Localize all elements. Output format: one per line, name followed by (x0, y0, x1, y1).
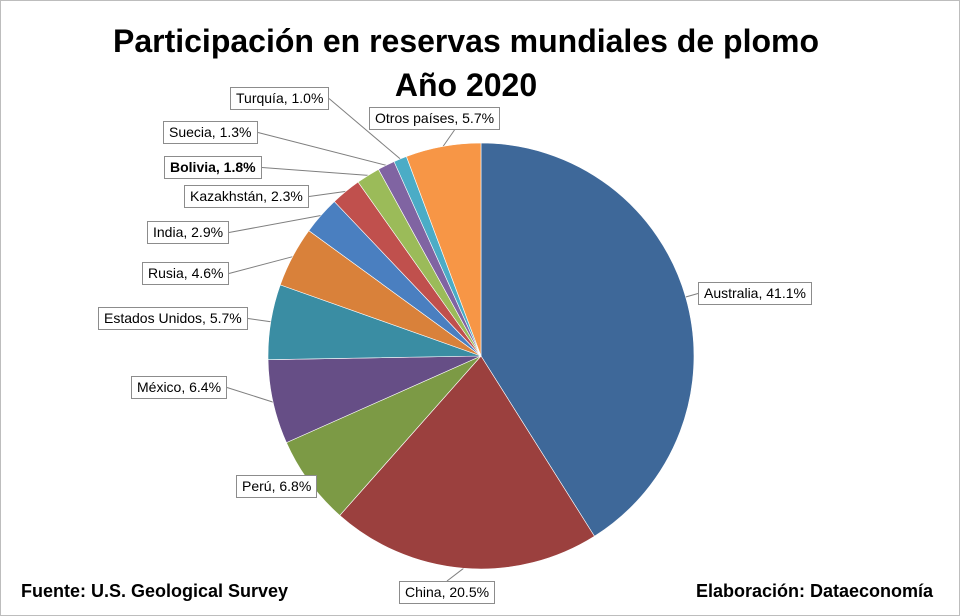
slice-label-rusia: Rusia, 4.6% (142, 262, 230, 285)
slice-label-australia: Australia, 41.1% (698, 282, 812, 305)
chart-title: Participación en reservas mundiales de p… (112, 23, 820, 59)
slice-label-india: India, 2.9% (147, 221, 230, 244)
leader-line (228, 256, 293, 274)
source-note: Fuente: U.S. Geological Survey (21, 581, 289, 601)
leader-line (228, 215, 321, 233)
leader-line (442, 129, 455, 147)
chart-subtitle: Año 2020 (394, 67, 538, 103)
pie-slice-china (339, 355, 595, 570)
slice-label-estados-unidos: Estados Unidos, 5.7% (98, 307, 248, 330)
slice-label-china: China, 20.5% (399, 581, 496, 604)
leader-line (685, 293, 699, 298)
leader-line (247, 318, 271, 323)
slice-label-perú: Perú, 6.8% (236, 475, 318, 498)
slice-label-turquía: Turquía, 1.0% (230, 87, 330, 110)
leader-line (328, 98, 401, 160)
leader-lines (226, 98, 699, 582)
slice-label-kazakhstán: Kazakhstán, 2.3% (184, 185, 309, 208)
leader-line (261, 167, 369, 176)
leader-line (308, 190, 346, 197)
pie-slices (267, 142, 695, 570)
slice-label-suecia: Suecia, 1.3% (163, 121, 258, 144)
slice-label-otros-países: Otros países, 5.7% (369, 107, 501, 130)
slice-label-méxico: México, 6.4% (131, 376, 228, 399)
slice-label-bolivia: Bolivia, 1.8% (164, 156, 262, 179)
pie-slice-otros-países (406, 142, 482, 357)
pie-slice-australia (480, 142, 695, 537)
leader-line (226, 387, 274, 403)
leader-line (446, 567, 464, 582)
credit-note: Elaboración: Dataeconomía (695, 581, 933, 601)
leader-line (257, 132, 387, 166)
